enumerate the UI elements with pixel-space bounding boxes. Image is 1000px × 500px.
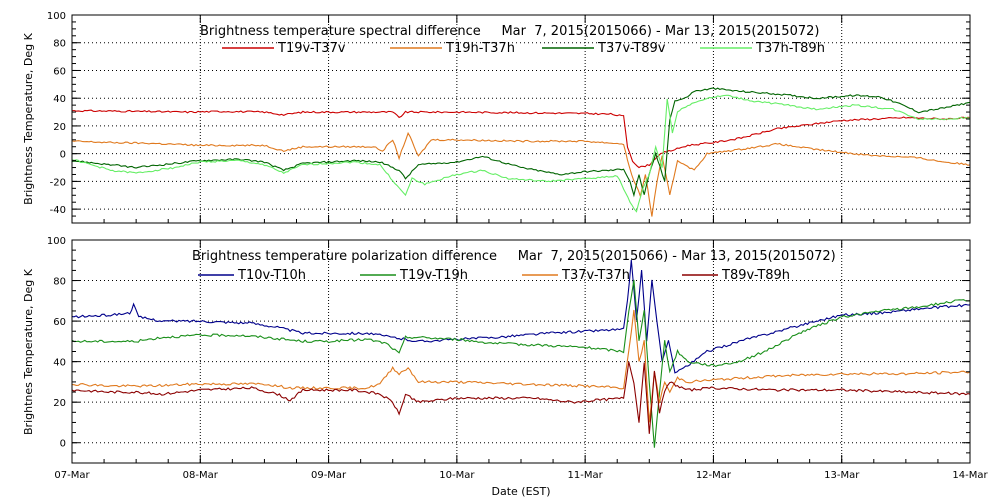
series-line-t37v-t89v [71, 87, 971, 198]
bottom-panel-grid [72, 240, 970, 463]
x-tick-label: 09-Mar [311, 470, 347, 481]
series-line-t37h-t89h [71, 94, 971, 213]
bottom-panel-title: Brightness temperature polarization diff… [192, 249, 836, 264]
top-panel-ticks: -40 -20 0 20 40 60 80 100 [47, 11, 971, 224]
y-tick-label: 60 [53, 317, 66, 328]
legend-label: T37h-T89h [755, 41, 825, 56]
y-tick-label: 20 [53, 122, 66, 133]
legend-label: T37v-T37h [561, 268, 630, 283]
y-tick-label: 20 [53, 398, 66, 409]
series-line-t37v-t37h [71, 309, 971, 423]
legend-label: T19v-T19h [399, 268, 468, 283]
series-line-t19v-t37v [71, 109, 971, 169]
x-tick-label: 08-Mar [183, 470, 219, 481]
x-tick-label: 12-Mar [696, 470, 732, 481]
y-tick-label: -20 [50, 177, 66, 188]
y-tick-label: 40 [53, 358, 66, 369]
y-tick-label: -40 [50, 205, 66, 216]
bottom-panel-ylabel: Brightnes Temperature, Deg K [22, 268, 35, 435]
top-panel-ylabel: Brightness Temperature, Deg K [22, 32, 35, 204]
legend-label: T19h-T37h [445, 41, 515, 56]
x-tick-label: 14-Mar [952, 470, 988, 481]
top-panel: -40 -20 0 20 40 60 80 100 Brightness temperatur… [22, 11, 971, 224]
bottom-panel-series [71, 259, 971, 448]
legend-label: T89v-T89h [721, 268, 790, 283]
x-tick-label: 11-Mar [568, 470, 604, 481]
series-line-t19v-t19h [71, 279, 971, 448]
legend-label: T37v-T89v [597, 41, 666, 56]
y-tick-label: 40 [53, 94, 66, 105]
x-tick-label: 10-Mar [439, 470, 475, 481]
y-tick-label: 0 [60, 150, 66, 161]
y-tick-label: 80 [53, 277, 66, 288]
bottom-panel-legend: T10v-T10h T19v-T19h T37v-T37h T89v-T89h [198, 268, 790, 283]
legend-label: T19v-T37v [277, 41, 346, 56]
y-tick-label: 0 [60, 439, 66, 450]
legend-label: T10v-T10h [237, 268, 306, 283]
y-tick-label: 60 [53, 66, 66, 77]
bottom-panel-xlabel: Date (EST) [491, 485, 550, 498]
top-panel-legend: T19v-T37v T19h-T37h T37v-T89v T37h-T89h [222, 41, 825, 56]
series-line-t19h-t37h [71, 131, 971, 217]
bottom-panel-xtick-labels: 07-Mar 08-Mar 09-Mar 10-Mar 11-Mar 12-Mar 13-M… [54, 470, 988, 481]
x-tick-label: 07-Mar [54, 470, 90, 481]
y-tick-label: 100 [47, 236, 66, 247]
top-panel-title: Brightness temperature spectral differen… [200, 24, 819, 39]
y-tick-label: 100 [47, 11, 66, 22]
y-tick-label: 80 [53, 39, 66, 50]
x-tick-label: 13-Mar [824, 470, 860, 481]
series-line-t89v-t89h [71, 361, 971, 434]
top-panel-series [71, 87, 971, 217]
bottom-panel-ticks: 0 20 40 60 80 100 [47, 236, 971, 464]
bottom-panel: 0 20 40 60 80 100 Brightness temperature pola… [22, 236, 988, 498]
series-line-t10v-t10h [71, 259, 971, 374]
